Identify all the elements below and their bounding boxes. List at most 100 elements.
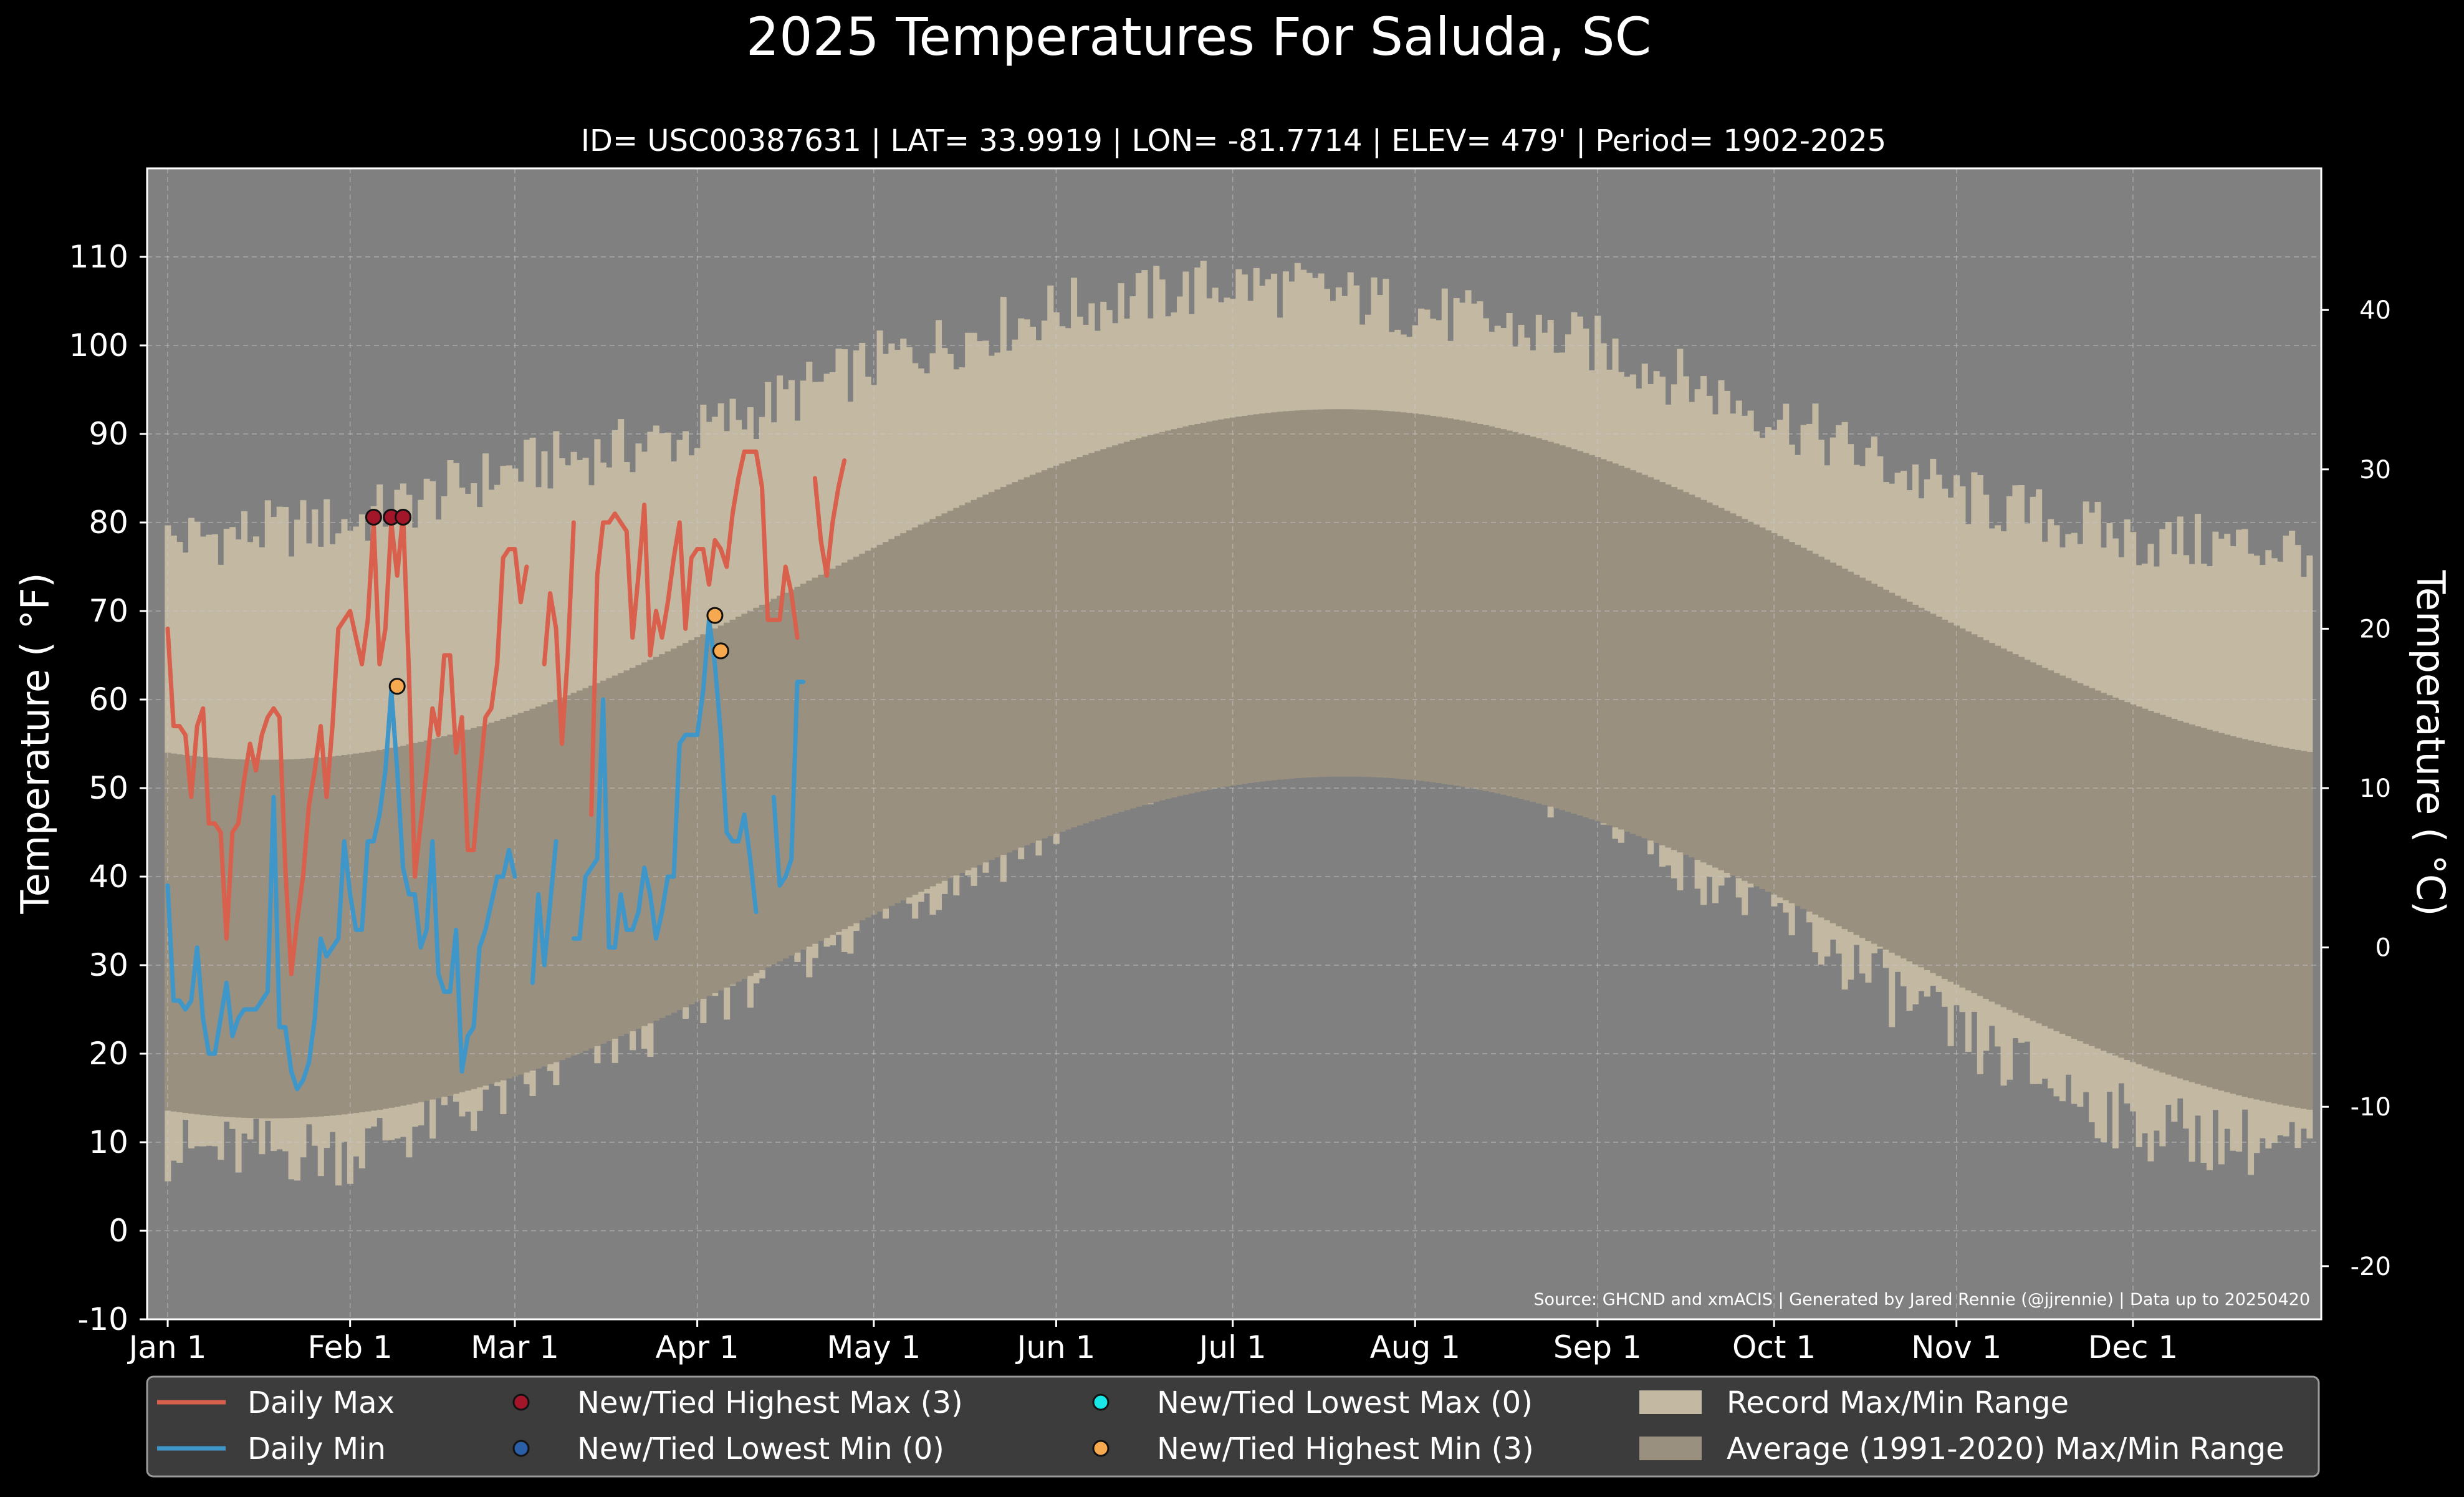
normal-bar: [635, 665, 642, 1029]
normal-bar: [1977, 637, 1983, 996]
normal-bar: [841, 562, 848, 930]
normal-bar: [959, 505, 966, 873]
normal-bar: [1889, 592, 1896, 953]
normal-bar: [876, 544, 883, 912]
normal-bar: [812, 577, 818, 944]
normal-bar: [2136, 706, 2142, 1065]
normal-bar: [1488, 426, 1495, 792]
y-tick-label: 20: [89, 1036, 128, 1072]
legend-dot-swatch: [1092, 1394, 1110, 1411]
normal-bar: [1523, 435, 1530, 801]
normal-bar: [935, 516, 942, 884]
normal-bar: [370, 751, 377, 1111]
normal-bar: [1200, 422, 1207, 791]
normal-bar: [2012, 654, 2019, 1013]
y-tick-label-right: 40: [2359, 296, 2391, 325]
normal-bar: [1653, 479, 1660, 843]
normal-bar: [2065, 678, 2072, 1037]
normal-bar: [194, 756, 201, 1115]
normal-bar: [1253, 414, 1260, 782]
normal-bar: [435, 738, 442, 1099]
normal-bar: [2259, 743, 2266, 1101]
normal-bar: [777, 595, 784, 961]
normal-bar: [947, 511, 954, 878]
normal-bar: [894, 536, 901, 903]
normal-bar: [453, 733, 459, 1094]
normal-bar: [347, 754, 353, 1114]
normal-bar: [1076, 457, 1083, 826]
normal-bar: [2241, 739, 2248, 1097]
normal-bar: [471, 728, 477, 1089]
normal-bar: [1482, 425, 1489, 791]
normal-bar: [847, 559, 854, 927]
normal-bar: [1700, 499, 1707, 863]
normal-bar: [271, 759, 277, 1119]
normal-bar: [441, 736, 448, 1097]
normal-bar: [1459, 420, 1466, 787]
normal-bar: [1265, 413, 1272, 781]
normal-bar: [2165, 716, 2172, 1075]
normal-bar: [941, 513, 948, 881]
normal-bar: [1935, 617, 1942, 976]
normal-bar: [688, 640, 695, 1004]
normal-bar: [188, 756, 195, 1114]
normal-bar: [1365, 410, 1372, 777]
x-tick-label: Jun 1: [1015, 1329, 1096, 1365]
normal-bar: [823, 571, 830, 938]
normal-bar: [818, 574, 825, 941]
normal-bar: [1294, 410, 1301, 779]
normal-bar: [259, 759, 266, 1119]
normal-bar: [1612, 463, 1619, 828]
normal-bar: [1065, 461, 1071, 830]
normal-bar: [953, 508, 960, 876]
normal-bar: [170, 753, 177, 1112]
grid-lines: [147, 168, 2321, 1320]
daily-series: [165, 449, 847, 1092]
normal-bar: [429, 739, 436, 1100]
normal-bar: [1494, 428, 1501, 794]
normal-bar: [1429, 415, 1436, 782]
normal-bar: [229, 759, 236, 1117]
normal-bar: [929, 519, 936, 887]
normal-bar: [1995, 645, 2001, 1004]
normal-bar: [1694, 497, 1701, 860]
normal-bar: [1865, 580, 1872, 941]
normal-bar: [1894, 595, 1901, 956]
normal-bar: [1282, 411, 1289, 779]
normal-bar: [788, 589, 795, 956]
legend: Daily Max New/Tied Highest Max (3) New/Tie…: [146, 1375, 2320, 1478]
normal-bar: [1271, 412, 1278, 781]
chart-subtitle: ID= USC00387631 | LAT= 33.9919 | LON= -8…: [581, 123, 1886, 158]
normal-bar: [1930, 614, 1937, 973]
normal-bar: [1547, 441, 1554, 807]
normal-bar: [2030, 662, 2036, 1021]
normal-bar: [1901, 599, 1907, 959]
normal-bar: [1812, 554, 1819, 915]
normal-bar: [1124, 441, 1131, 811]
normal-bar: [1759, 527, 1766, 889]
normal-bar: [1535, 438, 1542, 804]
normal-bar: [1530, 436, 1536, 802]
normal-bar: [570, 693, 577, 1056]
normal-bar: [2248, 740, 2255, 1099]
normal-bar: [882, 542, 889, 909]
normal-bar: [2224, 734, 2231, 1092]
normal-bar: [1341, 409, 1348, 777]
legend-label: Average (1991-2020) Max/Min Range: [1727, 1432, 2284, 1466]
normal-bar: [1659, 482, 1666, 845]
normal-bar: [1441, 417, 1448, 784]
normal-bar: [300, 758, 307, 1118]
daily-max-line: [165, 449, 847, 976]
normal-bar: [1465, 421, 1472, 788]
normal-bar: [411, 743, 418, 1104]
normal-bar: [1859, 577, 1866, 938]
normal-bar: [1194, 423, 1201, 792]
normal-bar: [418, 741, 424, 1102]
x-tick-label: Dec 1: [2088, 1329, 2178, 1365]
normal-bar: [241, 759, 248, 1118]
legend-patch-swatch: [1639, 1390, 1702, 1414]
normal-bar: [611, 675, 618, 1039]
normal-bar: [1971, 634, 1978, 993]
normal-bar: [1730, 513, 1737, 876]
normal-bar: [2195, 726, 2202, 1084]
